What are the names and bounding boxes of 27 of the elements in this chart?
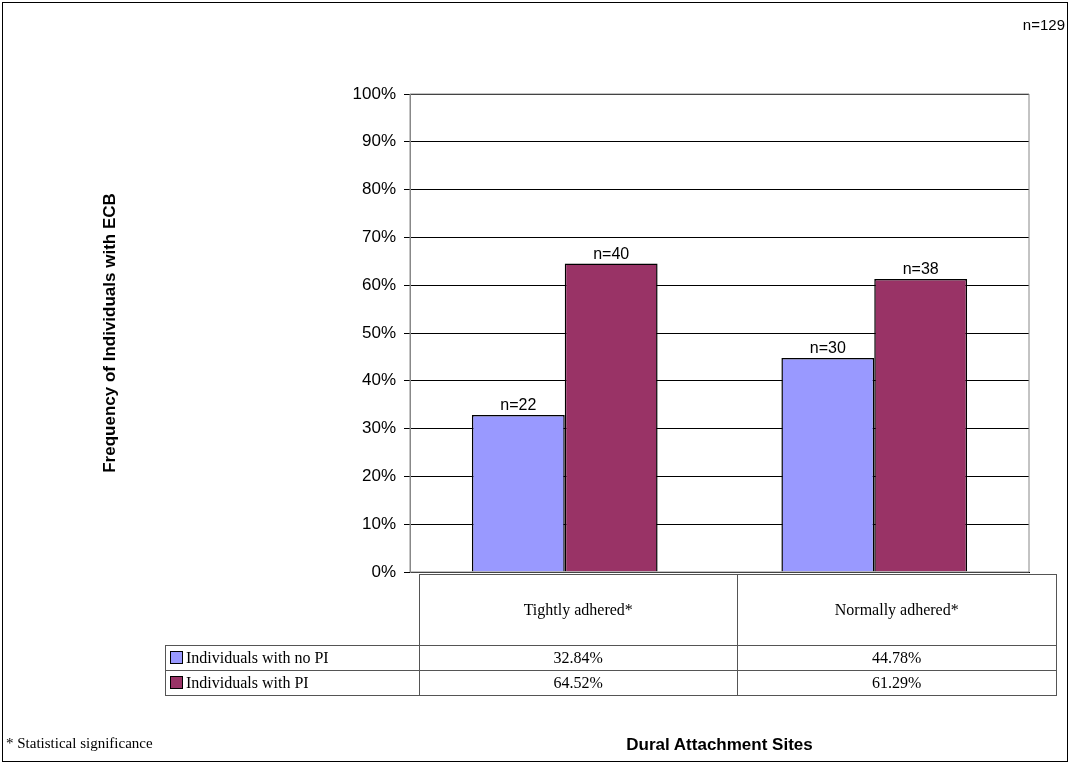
y-tick-label: 0%	[371, 561, 396, 581]
data-label: 61.29%	[737, 670, 1056, 696]
legend-label: Individuals with no PI	[165, 645, 419, 671]
y-tick-label: 30%	[361, 418, 396, 438]
data-label: 44.78%	[737, 645, 1056, 671]
annotation: n=30	[809, 339, 846, 357]
y-tick-label: 90%	[361, 131, 396, 151]
annotation: n=22	[500, 396, 537, 414]
y-tick-label: 80%	[361, 179, 396, 199]
text: n=129	[1022, 16, 1065, 33]
annotation: n=40	[593, 245, 630, 262]
y-tick-label: 40%	[361, 370, 396, 390]
legend-label: Individuals with PI	[165, 670, 419, 696]
y-tick-label: 10%	[361, 513, 396, 533]
annotation: n=38	[902, 260, 939, 278]
text: Dural Attachment Sites	[626, 735, 813, 755]
data-label: 64.52%	[419, 670, 738, 696]
y-tick-label: 50%	[361, 322, 396, 342]
y-tick-label: 60%	[361, 274, 396, 294]
text: * Statistical significance	[6, 735, 153, 752]
text: Frequency of Individuals with ECB	[100, 193, 120, 473]
y-tick-label: 20%	[361, 466, 396, 486]
data-label: 32.84%	[419, 645, 738, 671]
x-tick-label: Normally adhered*	[737, 574, 1056, 646]
x-tick-label: Tightly adhered*	[419, 574, 738, 646]
y-tick-label: 70%	[361, 227, 396, 247]
y-tick-label: 100%	[352, 83, 396, 103]
